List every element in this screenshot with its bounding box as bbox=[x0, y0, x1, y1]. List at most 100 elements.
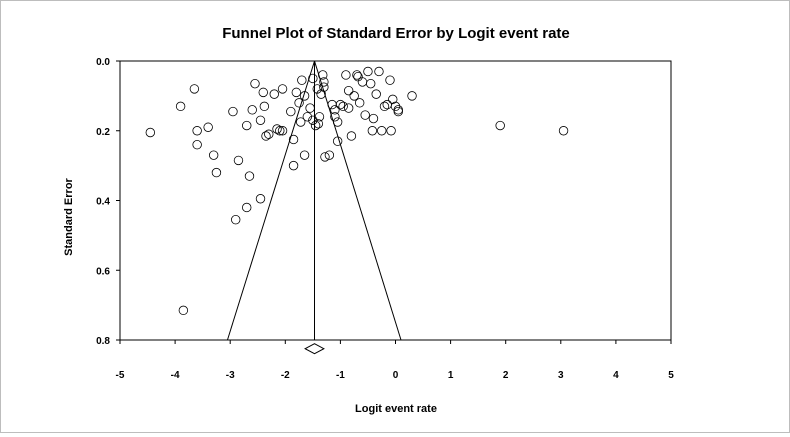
data-point bbox=[288, 160, 299, 171]
x-tick-label: 2 bbox=[503, 370, 509, 381]
y-tick-label: 0.2 bbox=[96, 127, 110, 138]
data-point bbox=[319, 82, 329, 92]
data-point bbox=[261, 131, 271, 141]
data-point bbox=[305, 103, 315, 113]
data-point bbox=[208, 150, 219, 160]
data-point bbox=[277, 126, 288, 136]
data-point bbox=[310, 120, 321, 131]
data-point bbox=[178, 305, 189, 316]
data-point bbox=[324, 150, 335, 160]
y-tick-label: 0.8 bbox=[96, 336, 110, 347]
data-point bbox=[291, 87, 302, 98]
data-point bbox=[393, 106, 403, 117]
data-point bbox=[277, 84, 288, 94]
data-point bbox=[558, 126, 569, 136]
data-point bbox=[299, 91, 310, 101]
data-point bbox=[379, 101, 390, 112]
x-tick-label: -3 bbox=[226, 370, 235, 381]
data-point bbox=[192, 126, 202, 136]
summary-diamond bbox=[304, 343, 325, 355]
funnel-left-line bbox=[226, 60, 315, 341]
data-point bbox=[318, 70, 328, 80]
y-tick-label: 0.4 bbox=[96, 197, 110, 208]
data-point bbox=[192, 139, 202, 150]
data-point bbox=[341, 70, 351, 80]
data-point bbox=[308, 73, 318, 84]
data-point bbox=[330, 112, 340, 122]
data-point bbox=[255, 194, 266, 204]
data-point bbox=[211, 167, 222, 178]
data-point bbox=[346, 131, 357, 141]
data-point bbox=[244, 171, 255, 181]
data-point bbox=[228, 106, 238, 117]
data-point bbox=[343, 103, 354, 113]
data-point bbox=[385, 75, 395, 85]
y-axis-label: Standard Error bbox=[63, 177, 75, 255]
data-point bbox=[338, 101, 348, 112]
data-point bbox=[335, 99, 346, 110]
data-point bbox=[363, 66, 373, 77]
data-point bbox=[247, 105, 257, 115]
data-point bbox=[314, 112, 325, 122]
x-tick-label: 1 bbox=[448, 370, 454, 381]
data-point bbox=[495, 120, 505, 131]
data-point bbox=[354, 98, 365, 108]
data-point bbox=[259, 101, 270, 112]
x-tick-label: -5 bbox=[116, 370, 125, 381]
y-tick-label: 0.0 bbox=[96, 57, 110, 68]
data-point bbox=[316, 89, 326, 99]
x-tick-label: -4 bbox=[171, 370, 180, 381]
data-point bbox=[349, 91, 359, 101]
data-point bbox=[371, 89, 381, 99]
data-point bbox=[407, 91, 417, 101]
data-point bbox=[272, 124, 282, 134]
x-tick-label: -1 bbox=[336, 370, 345, 381]
data-point bbox=[302, 112, 313, 122]
x-tick-label: 5 bbox=[668, 370, 674, 381]
data-point bbox=[343, 85, 354, 96]
data-point bbox=[319, 77, 329, 87]
data-point bbox=[288, 134, 299, 145]
data-point bbox=[286, 106, 296, 117]
x-tick-label: 3 bbox=[558, 370, 564, 381]
data-point bbox=[297, 75, 307, 85]
data-point bbox=[264, 129, 274, 139]
data-point bbox=[296, 117, 306, 127]
data-point bbox=[368, 113, 379, 124]
data-point bbox=[386, 126, 396, 136]
data-point bbox=[374, 66, 384, 77]
data-point bbox=[203, 122, 213, 132]
data-point bbox=[275, 126, 285, 136]
data-point bbox=[175, 101, 186, 112]
data-point bbox=[242, 120, 252, 131]
x-tick-label: 0 bbox=[393, 370, 399, 381]
x-axis-label: Logit event rate bbox=[355, 403, 437, 415]
data-point bbox=[250, 78, 260, 89]
data-point bbox=[231, 214, 241, 225]
data-point bbox=[360, 110, 370, 120]
data-point bbox=[332, 117, 343, 127]
x-tick-label: -2 bbox=[281, 370, 290, 381]
data-point bbox=[390, 101, 401, 112]
data-point bbox=[255, 115, 266, 125]
data-point bbox=[294, 98, 304, 108]
data-point bbox=[233, 155, 244, 166]
x-tick-label: 4 bbox=[613, 370, 619, 381]
data-point bbox=[330, 105, 340, 115]
data-point bbox=[313, 119, 324, 129]
data-point bbox=[145, 127, 156, 138]
data-point bbox=[377, 126, 387, 136]
data-point bbox=[269, 89, 279, 99]
data-point bbox=[367, 126, 378, 136]
data-point bbox=[258, 87, 268, 98]
data-point bbox=[189, 84, 200, 94]
plot-area bbox=[119, 60, 672, 341]
data-point bbox=[242, 202, 252, 213]
data-point bbox=[366, 78, 376, 89]
data-point bbox=[388, 94, 398, 105]
data-point bbox=[299, 150, 310, 160]
data-point bbox=[320, 152, 330, 162]
y-tick-label: 0.6 bbox=[96, 266, 110, 277]
